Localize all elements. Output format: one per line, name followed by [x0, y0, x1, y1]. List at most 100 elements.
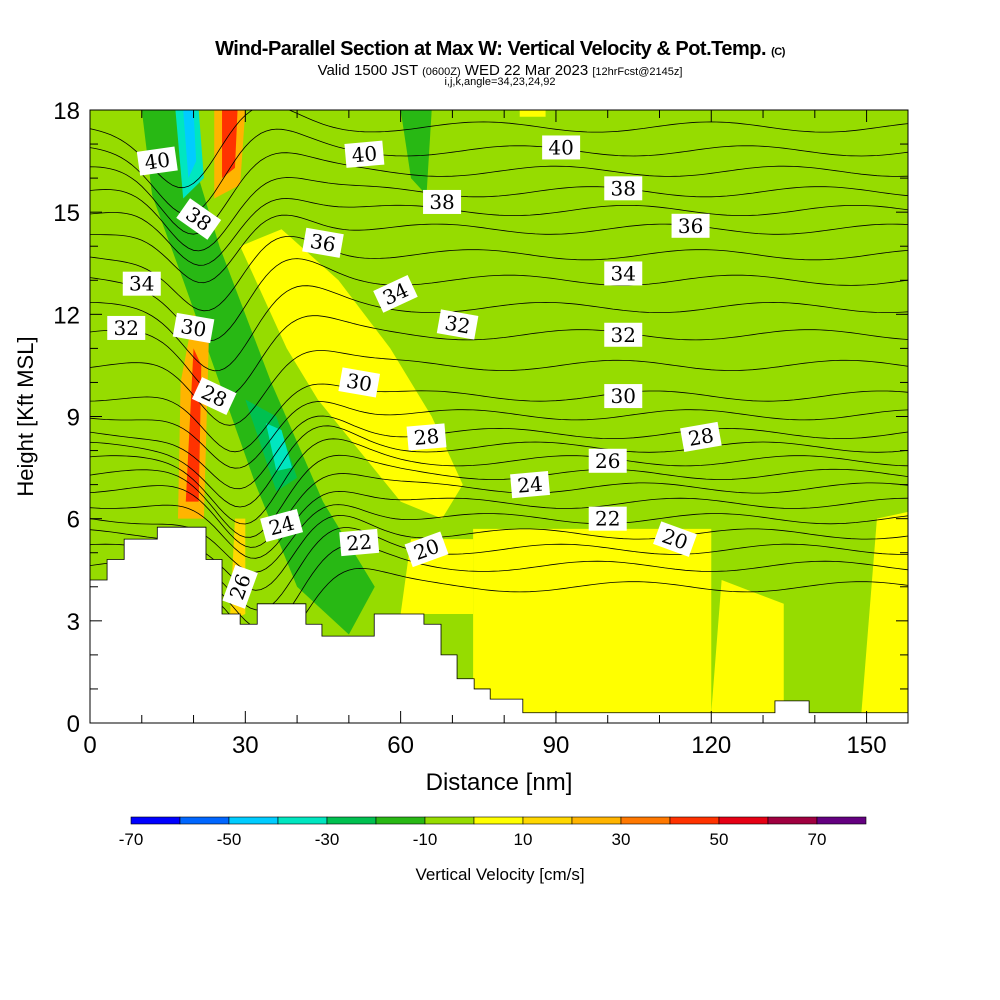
theta-label-text: 22: [595, 507, 620, 531]
terrain: [90, 526, 908, 723]
theta-contour: [90, 235, 908, 312]
theta-contour: [90, 350, 908, 426]
theta-label: 40: [344, 140, 385, 168]
colorbar-tick-label: 50: [710, 830, 729, 849]
x-tick-label: 30: [232, 732, 259, 759]
theta-label-bg: [588, 448, 627, 473]
velocity-region: [473, 528, 712, 713]
theta-label: 26: [588, 448, 627, 473]
theta-label-text: 24: [516, 472, 543, 498]
colorbar-bin: [424, 816, 475, 825]
theta-contour: [90, 425, 908, 508]
theta-label: 38: [604, 176, 643, 201]
title-text: Wind-Parallel Section at Max W: Vertical…: [215, 38, 767, 60]
theta-label: 30: [338, 367, 381, 398]
chart-subtitle: Valid 1500 JST (0600Z) WED 22 Mar 2023 […: [0, 62, 1000, 79]
theta-label: 40: [542, 135, 581, 160]
colorbar-bin: [571, 816, 622, 825]
theta-label-bg: [404, 531, 449, 568]
velocity-region: [861, 511, 908, 713]
theta-contour: [90, 198, 908, 266]
theta-contour: [90, 214, 908, 284]
chart-title: Wind-Parallel Section at Max W: Vertical…: [0, 38, 1000, 61]
theta-label-text: 30: [611, 384, 636, 408]
colorbar-tick-label: 30: [612, 830, 631, 849]
y-tick-label: 6: [67, 507, 80, 534]
colorbar-tick-label: -70: [119, 830, 144, 849]
theta-label: 34: [122, 271, 161, 296]
velocity-region: [222, 110, 238, 179]
theta-label-bg: [339, 528, 380, 557]
theta-label-text: 32: [611, 323, 636, 347]
theta-label-text: 28: [413, 424, 440, 450]
theta-label-bg: [344, 140, 385, 168]
y-tick-label: 9: [67, 405, 80, 432]
velocity-region: [185, 348, 202, 502]
theta-label-bg: [172, 312, 215, 344]
y-tick-label: 3: [67, 609, 80, 636]
theta-label-bg: [191, 377, 237, 415]
x-tick-label: 0: [83, 732, 96, 759]
velocity-region: [519, 110, 546, 117]
velocity-region: [400, 110, 432, 196]
theta-label-bg: [680, 421, 722, 453]
y-tick-label: 18: [53, 98, 80, 125]
colorbar-tick-label: -50: [217, 830, 242, 849]
theta-label-text: 26: [595, 449, 620, 473]
colorbar-bin: [179, 816, 230, 825]
theta-label: 32: [107, 315, 146, 340]
theta-contour: [90, 415, 908, 490]
colorbar-bin: [375, 816, 426, 825]
colorbar-bin: [228, 816, 279, 825]
y-tick-label: 12: [53, 302, 80, 329]
theta-label-bg: [542, 135, 581, 160]
utc-time: (0600Z): [422, 66, 461, 78]
theta-contour: [90, 504, 908, 573]
theta-label: 30: [604, 384, 643, 409]
theta-label-bg: [604, 384, 643, 409]
theta-label-bg: [423, 189, 462, 214]
theta-label-text: 40: [351, 141, 378, 167]
colorbar-bin: [816, 816, 867, 825]
theta-label: 40: [136, 146, 178, 176]
valid-time: Valid 1500 JST: [317, 62, 418, 79]
theta-contour: [90, 258, 908, 342]
theta-label-bg: [260, 508, 304, 542]
section-indices: i,j,k,angle=34,23,24,92: [444, 76, 556, 88]
theta-label: 24: [510, 471, 551, 499]
theta-label-text: 36: [678, 214, 703, 238]
theta-label-text: 30: [345, 368, 374, 396]
x-axis-label: Distance [nm]: [426, 769, 573, 796]
x-tick-label: 120: [691, 732, 731, 759]
theta-label-bg: [338, 367, 381, 398]
theta-contour: [90, 285, 908, 372]
theta-label: 22: [339, 528, 380, 557]
theta-contour: [90, 514, 908, 591]
theta-contour: [90, 152, 908, 235]
colorbar-tick-label: 10: [514, 830, 533, 849]
theta-label: 22: [588, 506, 627, 531]
theta-label-bg: [604, 176, 643, 201]
theta-label-bg: [122, 271, 161, 296]
theta-label-text: 22: [345, 529, 372, 555]
theta-label-text: 28: [686, 423, 715, 451]
colorbar-bin: [767, 816, 818, 825]
velocity-region: [711, 579, 784, 713]
theta-label: 28: [680, 421, 722, 453]
theta-contour: [90, 110, 908, 189]
velocity-region: [266, 423, 292, 471]
theta-label: 32: [604, 322, 643, 347]
forecast-info: [12hrFcst@2145z]: [592, 66, 683, 78]
colorbar-tick-label: -30: [315, 830, 340, 849]
theta-label-bg: [604, 322, 643, 347]
theta-label: 36: [302, 227, 344, 258]
theta-label-text: 40: [143, 147, 172, 174]
velocity-region: [141, 110, 375, 635]
theta-label: 28: [406, 423, 447, 451]
copyright-mark: (C): [771, 46, 785, 58]
theta-label: 36: [671, 213, 710, 238]
theta-contour: [90, 473, 908, 548]
theta-contour: [90, 490, 908, 559]
